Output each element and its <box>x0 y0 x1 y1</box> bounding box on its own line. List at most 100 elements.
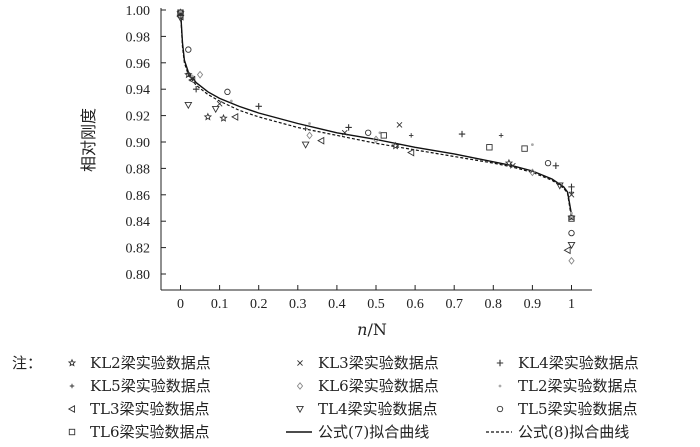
data-marker <box>67 405 76 413</box>
x-tick-label: 0 <box>177 297 184 312</box>
legend-label: KL2梁实验数据点 <box>90 354 211 372</box>
data-marker <box>496 405 504 413</box>
data-marker <box>380 132 387 139</box>
legend-item: TL3梁实验数据点 <box>67 400 210 418</box>
data-marker <box>211 105 220 114</box>
data-marker <box>378 131 382 135</box>
legend: KL2梁实验数据点 KL3梁实验数据点 KL4梁实验数据点 KL5梁实验数据点 KL6梁… <box>67 354 639 441</box>
x-tick-label: 0.5 <box>367 297 385 312</box>
legend-item: KL4梁实验数据点 <box>496 354 639 372</box>
data-marker <box>216 100 223 107</box>
data-marker <box>306 131 313 140</box>
legend-item: 公式(8)拟合曲线 <box>486 423 629 441</box>
data-marker <box>196 70 204 79</box>
y-axis-title: 相对刚度 <box>79 108 98 172</box>
legend-label: KL3梁实验数据点 <box>318 354 439 372</box>
data-marker <box>188 75 196 84</box>
data-marker <box>529 168 536 177</box>
y-tick-label: 0.84 <box>126 215 151 230</box>
fit-curve-formula-7 <box>179 9 573 215</box>
x-tick-label: 0.3 <box>289 297 307 312</box>
legend-label: 公式(7)拟合曲线 <box>318 423 429 441</box>
data-marker <box>341 129 348 136</box>
x-tick-label: 0.2 <box>250 297 268 312</box>
legend-label: KL4梁实验数据点 <box>518 354 639 372</box>
x-tick-label: 0.9 <box>524 297 542 312</box>
x-tick-label: 0.7 <box>445 297 463 312</box>
data-marker <box>509 162 516 169</box>
x-tick-label: 0.4 <box>328 297 346 312</box>
data-marker <box>229 99 233 103</box>
y-tick-label: 0.94 <box>126 83 151 98</box>
data-marker <box>365 129 372 136</box>
data-marker <box>570 211 573 215</box>
y-tick-label: 0.80 <box>126 268 151 283</box>
legend-label: TL5梁实验数据点 <box>518 400 638 418</box>
y-tick-label: 0.98 <box>126 30 151 45</box>
data-marker <box>301 141 310 149</box>
data-marker <box>569 189 574 195</box>
data-marker <box>317 136 325 145</box>
data-marker <box>504 158 514 167</box>
data-marker <box>568 215 575 222</box>
data-marker <box>568 183 575 191</box>
legend-item: KL3梁实验数据点 <box>297 354 439 372</box>
data-marker <box>567 212 576 221</box>
y-tick-label: 0.88 <box>126 162 151 177</box>
data-marker <box>297 360 303 366</box>
legend-label: TL3梁实验数据点 <box>90 400 210 418</box>
legend-item: TL2梁实验数据点 <box>498 377 638 395</box>
y-tick-label: 1.00 <box>126 4 151 19</box>
y-tick-label: 0.90 <box>126 136 151 151</box>
y-tick-label: 0.82 <box>126 242 151 257</box>
data-marker <box>408 133 414 138</box>
legend-label: TL2梁实验数据点 <box>518 377 638 395</box>
data-marker <box>521 145 528 152</box>
data-marker <box>185 46 192 53</box>
legend-item: 公式(7)拟合曲线 <box>286 423 429 441</box>
data-marker <box>184 102 193 110</box>
data-marker <box>255 103 262 110</box>
data-marker <box>177 9 184 16</box>
legend-item: TL4梁实验数据点 <box>296 400 438 418</box>
legend-item: TL6梁实验数据点 <box>68 423 210 441</box>
x-axis-title: n/N <box>357 320 387 339</box>
data-marker <box>563 246 571 255</box>
data-marker <box>296 382 304 390</box>
legend-item: TL5梁实验数据点 <box>496 400 638 418</box>
data-marker <box>186 71 191 76</box>
fit-curves <box>179 9 573 219</box>
data-marker <box>345 124 352 131</box>
data-points <box>176 8 576 265</box>
legend-item: KL6梁实验数据点 <box>296 377 439 395</box>
data-marker <box>184 70 193 79</box>
data-marker <box>203 112 213 121</box>
legend-label: TL6梁实验数据点 <box>90 423 210 441</box>
legend-note: 注： <box>12 354 42 372</box>
data-marker <box>486 144 493 151</box>
data-marker <box>568 256 575 265</box>
data-marker <box>391 141 400 150</box>
legend-item: KL5梁实验数据点 <box>69 377 211 395</box>
y-tick-group: 1.00 0.98 0.96 0.94 0.92 0.90 0.88 0.86 0.84 0.82… <box>126 4 166 283</box>
data-marker <box>68 428 76 436</box>
data-marker <box>555 182 564 190</box>
data-marker <box>192 86 200 93</box>
fit-curve-formula-8 <box>179 9 573 219</box>
data-marker <box>498 384 502 388</box>
data-marker <box>231 112 239 121</box>
data-marker <box>190 74 194 78</box>
data-marker <box>69 383 75 389</box>
data-marker <box>458 130 466 138</box>
x-tick-label: 0.6 <box>406 297 424 312</box>
legend-label: KL6梁实验数据点 <box>318 377 439 395</box>
data-marker <box>567 241 576 250</box>
data-marker <box>568 191 575 198</box>
data-marker <box>224 88 231 96</box>
y-tick-label: 0.92 <box>126 110 151 125</box>
legend-label: TL4梁实验数据点 <box>318 400 438 418</box>
x-tick-group: 0 0.1 0.2 0.3 0.4 0.5 0.6 0.7 0.8 0.9 1 <box>177 285 575 312</box>
y-tick-label: 0.86 <box>126 189 151 204</box>
x-tick-label: 1 <box>568 297 575 312</box>
data-marker <box>496 359 504 367</box>
